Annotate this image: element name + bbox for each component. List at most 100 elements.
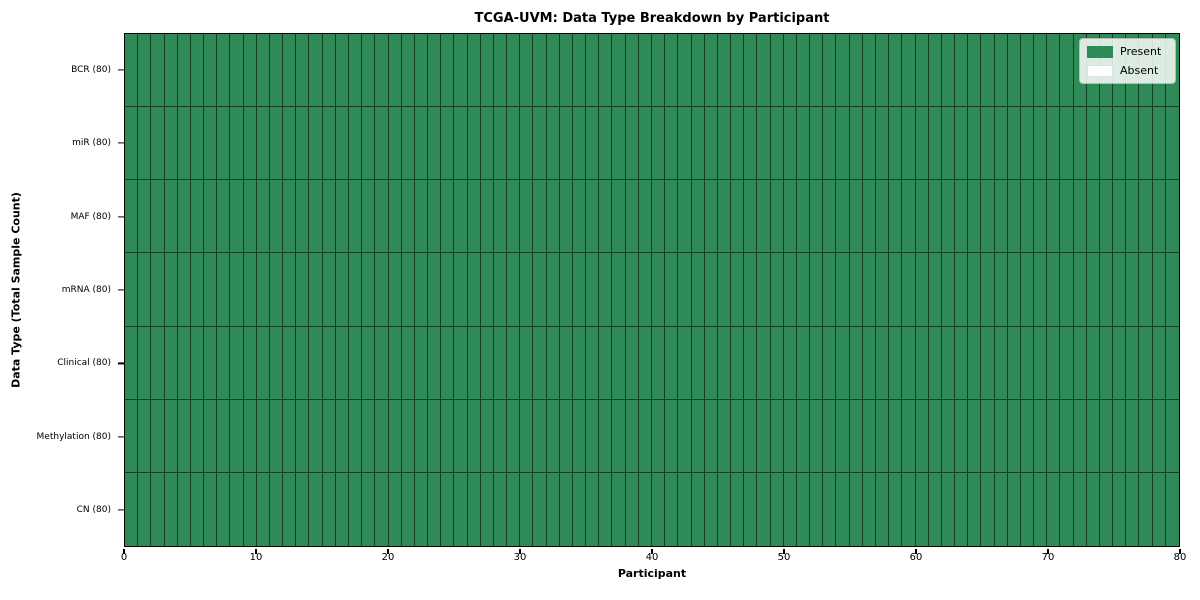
heatmap-cell xyxy=(138,326,152,399)
heatmap-row-methylation xyxy=(125,399,1179,473)
heatmap-cell xyxy=(1007,107,1021,180)
heatmap-cell xyxy=(849,180,863,253)
heatmap-cell xyxy=(1034,253,1048,326)
heatmap-cell xyxy=(256,34,270,107)
heatmap-cell xyxy=(480,399,494,472)
heatmap-cell xyxy=(810,472,824,546)
heatmap-cell xyxy=(757,399,771,472)
heatmap-cell xyxy=(190,180,205,253)
heatmap-cell xyxy=(599,180,613,253)
heatmap-cell xyxy=(269,180,284,253)
heatmap-cell xyxy=(204,399,218,472)
heatmap-cell xyxy=(652,253,666,326)
heatmap-cell xyxy=(862,34,876,107)
ytick-mark xyxy=(118,509,124,511)
heatmap-cell xyxy=(204,180,218,253)
heatmap-cell xyxy=(889,253,903,326)
heatmap-cell xyxy=(559,34,573,107)
heatmap-cell xyxy=(467,253,481,326)
heatmap-cell xyxy=(414,399,429,472)
heatmap-cell xyxy=(335,253,349,326)
heatmap-cell xyxy=(704,180,718,253)
heatmap-cell xyxy=(388,107,402,180)
heatmap-cell xyxy=(151,399,165,472)
heatmap-cell xyxy=(652,34,666,107)
heatmap-cell xyxy=(283,34,297,107)
heatmap-cell xyxy=(612,180,626,253)
legend-swatch-present xyxy=(1087,45,1113,58)
heatmap-cell xyxy=(283,180,297,253)
heatmap-cell xyxy=(428,180,442,253)
heatmap-cell xyxy=(704,253,718,326)
heatmap-cell xyxy=(823,326,837,399)
ytick-mark xyxy=(118,215,124,218)
heatmap-cell xyxy=(164,107,178,180)
heatmap-cell xyxy=(928,399,942,472)
heatmap-cell xyxy=(401,253,415,326)
heatmap-cell xyxy=(243,399,257,472)
heatmap-cell xyxy=(665,326,679,399)
heatmap-cell xyxy=(414,107,429,180)
heatmap-cell xyxy=(638,399,652,472)
heatmap-cell xyxy=(125,253,139,326)
heatmap-cell xyxy=(309,399,323,472)
heatmap-cell xyxy=(348,34,363,107)
heatmap-cell xyxy=(125,180,139,253)
heatmap-cell xyxy=(546,34,560,107)
heatmap-cell xyxy=(190,34,205,107)
heatmap-cell xyxy=(520,253,534,326)
heatmap-cell xyxy=(638,472,652,546)
heatmap-cell xyxy=(862,326,876,399)
heatmap-cell xyxy=(731,399,745,472)
heatmap-cell xyxy=(770,472,784,546)
heatmap-cell xyxy=(836,107,850,180)
xtick-label-50: 50 xyxy=(777,552,791,563)
heatmap-cell xyxy=(467,107,481,180)
heatmap-cell xyxy=(309,107,323,180)
heatmap-cell xyxy=(981,326,995,399)
heatmap-cell xyxy=(283,253,297,326)
heatmap-cell xyxy=(454,34,468,107)
heatmap-cell xyxy=(770,326,784,399)
heatmap-cell xyxy=(454,472,468,546)
heatmap-cell xyxy=(744,399,758,472)
heatmap-cell xyxy=(138,107,152,180)
heatmap-cell xyxy=(348,107,363,180)
ytick-label-clinical: Clinical (80) xyxy=(57,358,111,369)
heatmap-cell xyxy=(507,472,521,546)
heatmap-cell xyxy=(941,34,956,107)
heatmap-cell xyxy=(1073,326,1087,399)
heatmap-cell xyxy=(572,180,587,253)
heatmap-cell xyxy=(348,399,363,472)
heatmap-cell xyxy=(678,472,692,546)
heatmap-cell xyxy=(296,472,310,546)
heatmap-cell xyxy=(612,399,626,472)
heatmap-cell xyxy=(151,326,165,399)
heatmap-cell xyxy=(217,472,231,546)
heatmap-cell xyxy=(796,253,811,326)
heatmap-cell xyxy=(717,107,732,180)
heatmap-cell xyxy=(335,399,349,472)
heatmap-cell xyxy=(810,180,824,253)
heatmap-cell xyxy=(586,399,600,472)
heatmap-cell xyxy=(151,472,165,546)
heatmap-cell xyxy=(599,472,613,546)
heatmap-cell xyxy=(217,107,231,180)
heatmap-cell xyxy=(256,326,270,399)
heatmap-cell xyxy=(823,253,837,326)
heatmap-cell xyxy=(414,253,429,326)
heatmap-cell xyxy=(586,326,600,399)
heatmap-cell xyxy=(375,253,389,326)
heatmap-cell xyxy=(1152,107,1166,180)
heatmap-cell xyxy=(335,34,349,107)
heatmap-cell xyxy=(309,34,323,107)
heatmap-cell xyxy=(520,180,534,253)
heatmap-cell xyxy=(401,34,415,107)
heatmap-cell xyxy=(520,472,534,546)
heatmap-cell xyxy=(757,326,771,399)
ytick-label-maf: MAF (80) xyxy=(70,211,111,222)
heatmap-cell xyxy=(507,107,521,180)
heatmap-cell xyxy=(836,253,850,326)
xtick-label-10: 10 xyxy=(249,552,263,563)
heatmap-cell xyxy=(362,326,376,399)
